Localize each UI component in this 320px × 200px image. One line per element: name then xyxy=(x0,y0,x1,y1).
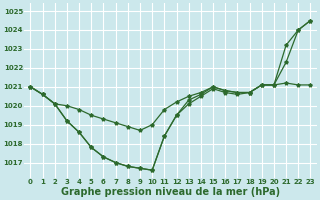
X-axis label: Graphe pression niveau de la mer (hPa): Graphe pression niveau de la mer (hPa) xyxy=(61,187,280,197)
